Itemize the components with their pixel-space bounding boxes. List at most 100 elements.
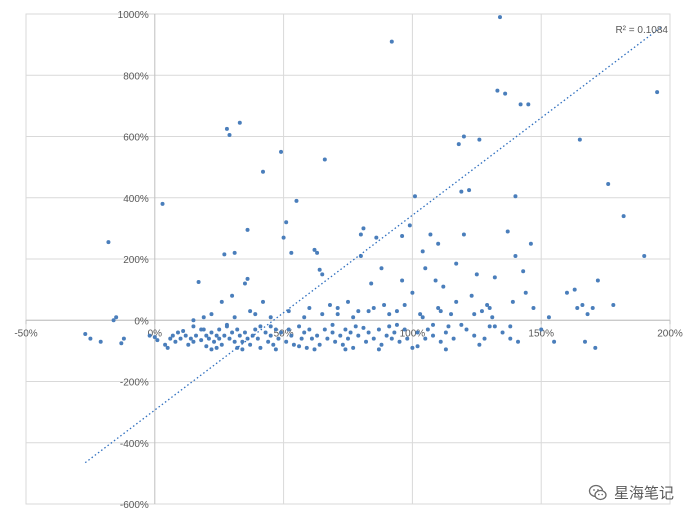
data-point bbox=[175, 330, 180, 335]
data-point bbox=[230, 293, 235, 298]
data-point bbox=[472, 312, 477, 317]
data-point bbox=[459, 189, 464, 194]
data-point bbox=[379, 342, 384, 347]
data-point bbox=[242, 281, 247, 286]
data-point bbox=[258, 345, 263, 350]
data-point bbox=[260, 299, 265, 304]
x-tick-label: 50% bbox=[274, 328, 294, 339]
data-point bbox=[315, 250, 320, 255]
data-point bbox=[379, 266, 384, 271]
data-point bbox=[237, 120, 242, 125]
data-point bbox=[217, 336, 222, 341]
data-point bbox=[479, 309, 484, 314]
data-point bbox=[330, 330, 335, 335]
data-point bbox=[389, 39, 394, 44]
data-point bbox=[279, 149, 284, 154]
trendline bbox=[84, 25, 663, 464]
data-point bbox=[227, 132, 232, 137]
data-point bbox=[191, 339, 196, 344]
y-tick-label: 0% bbox=[134, 316, 149, 327]
data-point bbox=[312, 247, 317, 252]
data-point bbox=[425, 327, 430, 332]
data-point bbox=[402, 327, 407, 332]
data-point bbox=[322, 327, 327, 332]
data-point bbox=[577, 137, 582, 142]
data-point bbox=[111, 318, 116, 323]
data-point bbox=[88, 336, 93, 341]
y-tick-label: 800% bbox=[123, 71, 149, 82]
data-point bbox=[387, 324, 392, 329]
data-point bbox=[474, 272, 479, 277]
data-point bbox=[510, 299, 515, 304]
data-point bbox=[539, 327, 544, 332]
data-point bbox=[147, 333, 152, 338]
data-point bbox=[245, 227, 250, 232]
data-point bbox=[248, 309, 253, 314]
data-point bbox=[485, 302, 490, 307]
y-tick-label: 400% bbox=[123, 194, 149, 205]
data-point bbox=[492, 324, 497, 329]
data-point bbox=[219, 342, 224, 347]
data-point bbox=[428, 232, 433, 237]
data-point bbox=[410, 290, 415, 295]
data-point bbox=[374, 235, 379, 240]
y-tick-label: -600% bbox=[120, 500, 149, 511]
data-point bbox=[477, 342, 482, 347]
data-point bbox=[320, 312, 325, 317]
data-point bbox=[516, 339, 521, 344]
data-point bbox=[338, 333, 343, 338]
data-point bbox=[461, 134, 466, 139]
data-point bbox=[405, 336, 410, 341]
data-point bbox=[400, 234, 405, 239]
data-point bbox=[199, 338, 204, 343]
data-point bbox=[201, 315, 206, 320]
data-point bbox=[273, 327, 278, 332]
data-point bbox=[358, 232, 363, 237]
data-point bbox=[353, 324, 358, 329]
data-point bbox=[289, 250, 294, 255]
data-point bbox=[240, 347, 245, 352]
data-point bbox=[160, 201, 165, 206]
data-point bbox=[242, 330, 247, 335]
data-point bbox=[297, 344, 302, 349]
data-point bbox=[356, 333, 361, 338]
watermark-text: 星海笔记 bbox=[613, 485, 674, 502]
data-point bbox=[407, 223, 412, 228]
data-point bbox=[304, 345, 309, 350]
data-point bbox=[204, 333, 209, 338]
data-point bbox=[356, 309, 361, 314]
data-point bbox=[443, 347, 448, 352]
data-point bbox=[531, 306, 536, 310]
data-point bbox=[361, 226, 366, 231]
data-point bbox=[461, 232, 466, 237]
data-point bbox=[420, 315, 425, 320]
data-point bbox=[394, 309, 399, 314]
data-point bbox=[492, 275, 497, 280]
data-point bbox=[170, 333, 175, 338]
data-point bbox=[433, 278, 438, 283]
y-tick-label: 600% bbox=[123, 133, 149, 144]
r-squared-label: R² = 0.1084 bbox=[615, 25, 668, 36]
data-point bbox=[152, 335, 157, 340]
data-point bbox=[121, 336, 126, 341]
data-point bbox=[526, 102, 531, 107]
data-point bbox=[330, 322, 335, 327]
data-point bbox=[423, 266, 428, 271]
data-point bbox=[191, 324, 196, 329]
data-point bbox=[593, 345, 598, 350]
data-point bbox=[366, 330, 371, 335]
data-point bbox=[469, 293, 474, 298]
watermark: 星海笔记 bbox=[588, 482, 674, 503]
data-point bbox=[219, 299, 224, 304]
data-point bbox=[384, 333, 389, 338]
data-point bbox=[173, 339, 178, 344]
data-point bbox=[98, 339, 103, 344]
data-point bbox=[286, 309, 291, 314]
data-point bbox=[289, 333, 294, 338]
data-point bbox=[361, 325, 366, 330]
data-point bbox=[348, 330, 353, 335]
data-point bbox=[410, 345, 415, 350]
data-point bbox=[284, 339, 289, 344]
data-point bbox=[263, 330, 268, 335]
